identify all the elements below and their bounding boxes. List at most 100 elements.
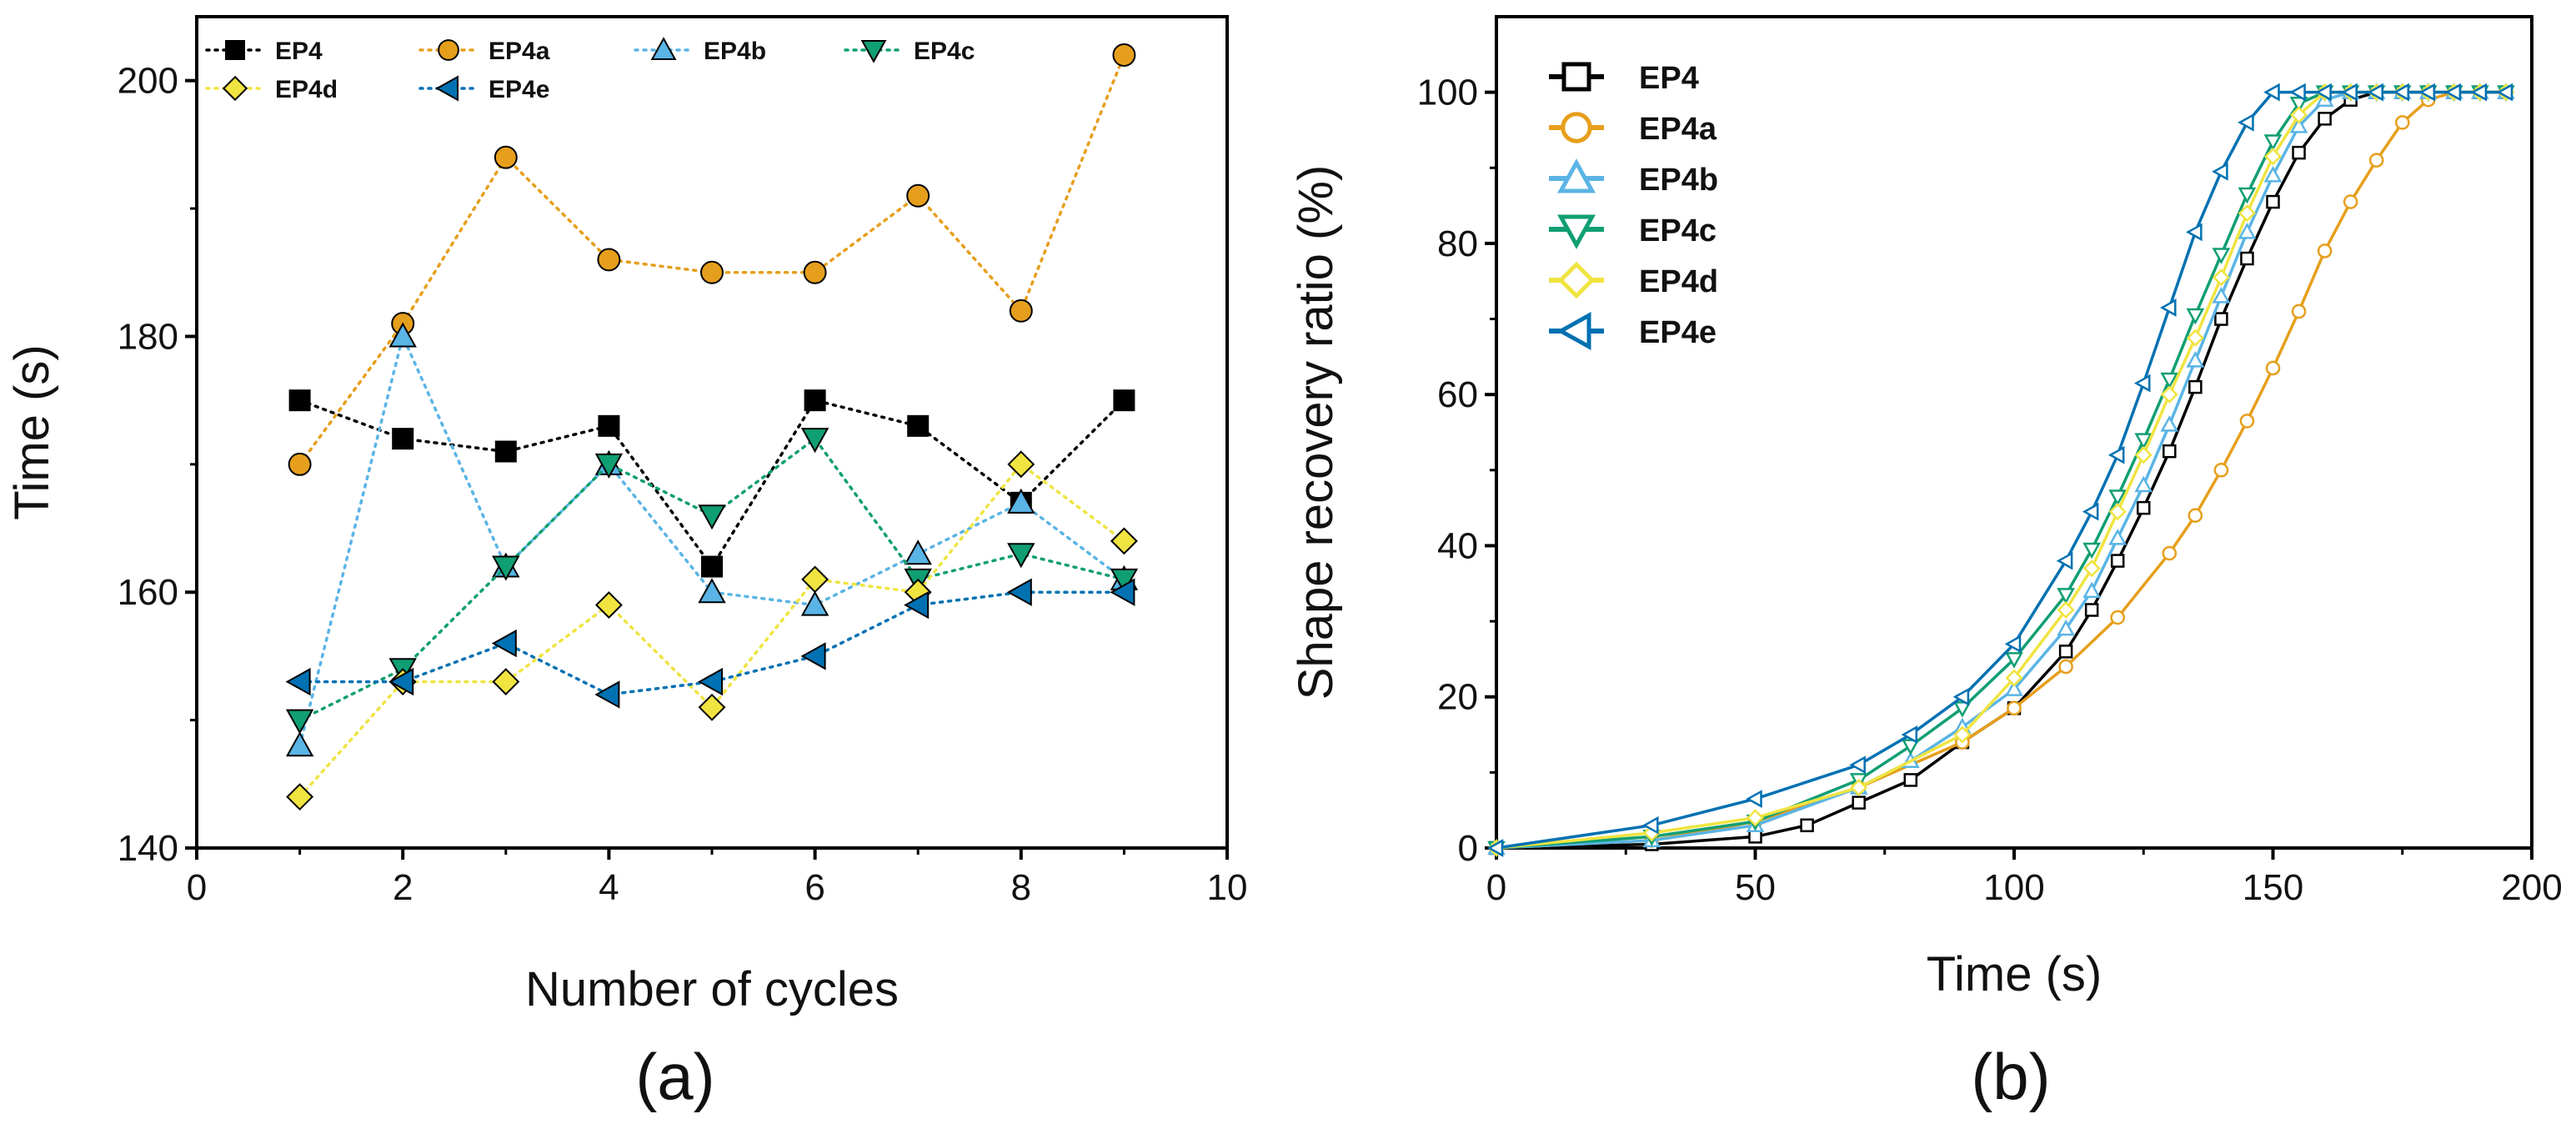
b-point-ep4-160 <box>2318 112 2332 126</box>
b-point-ep4e-155 <box>2289 83 2306 102</box>
a-point-ep4e-6 <box>800 642 826 670</box>
a-y-tick-label-200: 200 <box>118 61 178 102</box>
a-point-ep4c-5 <box>698 504 726 530</box>
panel-a-time-vs-cycles: 0 2 4 6 8 10 140 160 180 200 Number of cycles Time … <box>5 15 1248 1113</box>
b-point-ep4d-150 <box>2263 148 2283 166</box>
a-panel-label: (a) <box>635 1040 714 1113</box>
b-point-ep4e-170 <box>2367 83 2383 102</box>
a-point-ep4b-6 <box>800 590 829 616</box>
b-point-ep4c-145 <box>2238 187 2257 204</box>
a-point-ep4-3 <box>494 440 517 463</box>
b-x-tick-label-0: 0 <box>1486 867 1506 908</box>
a-point-ep4b-1 <box>285 731 314 757</box>
b-point-ep4-155 <box>2292 145 2306 160</box>
b-point-ep4e-110 <box>2056 551 2073 570</box>
a-legend-item-ep4a: EP4a <box>418 38 550 65</box>
a-legend-label-ep4d: EP4d <box>275 76 338 103</box>
a-legend-marker-ep4 <box>225 40 245 60</box>
a-point-ep4c-3 <box>492 555 520 581</box>
b-point-ep4e-70 <box>1849 755 1866 775</box>
b-point-ep4d-70 <box>1850 778 1868 797</box>
b-point-ep4d-125 <box>2134 446 2153 464</box>
b-point-ep4-140 <box>2214 312 2228 326</box>
a-x-tick-label-6: 6 <box>804 867 824 908</box>
b-series-ep4e <box>1486 83 2513 857</box>
a-point-ep4-7 <box>907 414 930 437</box>
b-point-ep4e-0 <box>1486 839 1504 857</box>
b-point-ep4e-30 <box>1641 815 1659 835</box>
b-series-ep4d <box>1487 83 2515 857</box>
a-point-ep4a-5 <box>700 260 724 284</box>
a-legend-item-ep4b: EP4b <box>634 37 766 65</box>
panel-b-shape-recovery-ratio: 0 50 100 150 200 0 20 40 60 80 100 Time (s) Shape re… <box>1289 15 2563 1113</box>
a-point-ep4d-4 <box>594 591 623 619</box>
a-y-tick-label-180: 180 <box>118 316 178 357</box>
b-panel-label: (b) <box>1971 1040 2050 1113</box>
b-legend-label-ep4b: EP4b <box>1639 163 1718 198</box>
b-y-tick-label-80: 80 <box>1437 223 1478 264</box>
a-point-ep4-9 <box>1113 389 1135 412</box>
b-point-ep4a-100 <box>2007 700 2022 716</box>
a-x-axis-label: Number of cycles <box>525 962 899 1016</box>
a-x-tick-label-2: 2 <box>393 867 413 908</box>
b-legend-item-ep4a: EP4a <box>1549 112 1717 147</box>
b-point-ep4a-175 <box>2394 115 2410 130</box>
a-point-ep4-6 <box>804 389 826 412</box>
b-legend-label-ep4c: EP4c <box>1639 213 1716 248</box>
b-point-ep4d-120 <box>2108 503 2127 521</box>
a-x-tick-label-10: 10 <box>1207 867 1248 908</box>
b-point-ep4c-130 <box>2160 372 2179 389</box>
b-point-ep4b-130 <box>2160 415 2179 432</box>
a-x-tick-label-4: 4 <box>599 867 619 908</box>
b-point-ep4-80 <box>1903 773 1918 787</box>
b-point-ep4d-100 <box>2005 669 2023 687</box>
a-point-ep4d-1 <box>286 783 314 811</box>
a-legend-item-ep4c: EP4c <box>844 38 975 65</box>
b-legend-label-ep4: EP4 <box>1639 61 1699 96</box>
b-point-ep4e-50 <box>1746 790 1762 808</box>
b-point-ep4c-90 <box>1953 701 1972 718</box>
b-point-ep4e-140 <box>2212 162 2228 181</box>
a-point-ep4-2 <box>392 428 414 450</box>
b-point-ep4e-130 <box>2159 299 2177 317</box>
b-point-ep4a-140 <box>2213 463 2229 478</box>
b-point-ep4d-155 <box>2290 106 2308 124</box>
b-point-ep4d-50 <box>1746 809 1765 827</box>
b-legend-label-ep4e: EP4e <box>1639 315 1716 350</box>
a-point-ep4a-6 <box>803 260 827 284</box>
b-legend-label-ep4d: EP4d <box>1639 264 1718 299</box>
a-point-ep4e-5 <box>697 667 723 696</box>
b-point-ep4b-145 <box>2238 222 2257 239</box>
a-series-ep4b <box>285 322 1139 757</box>
b-point-ep4e-90 <box>1952 687 1970 706</box>
b-point-ep4c-80 <box>1901 739 1920 755</box>
b-point-ep4d-135 <box>2186 329 2204 347</box>
a-point-ep4e-1 <box>285 667 311 696</box>
b-legend-marker-ep4b <box>1557 158 1596 193</box>
b-point-ep4d-140 <box>2212 268 2230 287</box>
b-point-ep4e-165 <box>2341 83 2358 102</box>
b-point-ep4a-150 <box>2265 360 2281 376</box>
a-point-ep4c-9 <box>1110 568 1139 594</box>
b-y-tick-label-100: 100 <box>1417 73 1478 113</box>
b-point-ep4e-145 <box>2238 113 2254 132</box>
b-point-ep4e-120 <box>2107 445 2125 464</box>
b-series-ep4 <box>1489 85 2513 856</box>
b-point-ep4-130 <box>2163 444 2177 459</box>
b-point-ep4b-150 <box>2263 166 2283 183</box>
a-y-axis-label: Time (s) <box>5 344 59 519</box>
b-point-ep4a-135 <box>2188 508 2203 524</box>
b-point-ep4e-80 <box>1901 725 1918 744</box>
b-point-ep4b-135 <box>2186 351 2205 368</box>
b-legend-marker-ep4e <box>1556 312 1591 350</box>
a-point-ep4e-7 <box>904 590 930 620</box>
b-series-ep4b <box>1487 83 2515 856</box>
b-point-ep4e-195 <box>2496 83 2513 102</box>
a-point-ep4b-7 <box>904 539 932 565</box>
b-point-ep4e-185 <box>2444 83 2462 102</box>
b-point-ep4-70 <box>1852 795 1866 810</box>
b-legend-item-ep4: EP4 <box>1549 61 1699 96</box>
a-point-ep4e-4 <box>594 680 620 709</box>
a-legend-item-ep4e: EP4e <box>418 75 549 103</box>
